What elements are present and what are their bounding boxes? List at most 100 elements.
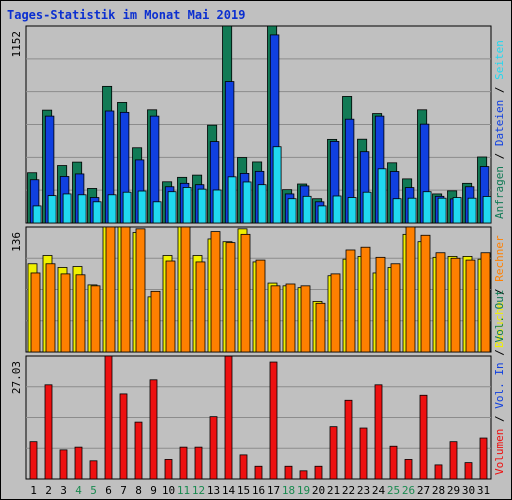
- bar-seiten-day-6: [107, 194, 117, 224]
- bar-seiten-day-1: [32, 205, 42, 224]
- legend-visits: Besuche / Rechner: [493, 235, 506, 348]
- bar-seiten-day-9: [152, 201, 162, 224]
- bar-rechner-day-1: [30, 272, 41, 353]
- day-label-5: 5: [90, 484, 97, 497]
- bar-rechner-day-25: [390, 263, 401, 353]
- bar-seiten-day-4: [77, 194, 87, 224]
- legend-separator: /: [493, 146, 506, 166]
- bar-rechner-day-23: [360, 246, 371, 353]
- bar-seiten-day-13: [212, 189, 222, 224]
- bar-rechner-day-2: [45, 263, 56, 353]
- bar-seiten-day-5: [92, 201, 102, 224]
- day-label-1: 1: [30, 484, 37, 497]
- bar-rechner-day-30: [465, 259, 476, 353]
- bar-seiten-day-15: [242, 181, 252, 224]
- bar-rechner-day-7: [120, 226, 131, 353]
- legend-item-vol-in: Vol. In: [493, 362, 506, 408]
- bar-volumen-day-10: [164, 459, 173, 480]
- bar-volumen-day-17: [269, 361, 278, 480]
- day-label-14: 14: [222, 484, 236, 497]
- day-label-8: 8: [135, 484, 142, 497]
- legend-hits: Anfragen / Dateien / Seiten: [493, 40, 506, 219]
- bar-seiten-day-7: [122, 191, 132, 224]
- bar-seiten-day-10: [167, 191, 177, 224]
- bar-rechner-day-19: [300, 285, 311, 353]
- bar-seiten-day-22: [347, 197, 357, 224]
- day-label-30: 30: [462, 484, 475, 497]
- bar-seiten-day-19: [302, 195, 312, 224]
- bar-volumen-day-16: [254, 465, 263, 480]
- legend-item-volumen: Volumen: [493, 429, 506, 475]
- day-label-4: 4: [75, 484, 82, 497]
- bar-volumen-day-24: [374, 384, 383, 480]
- day-label-18: 18: [282, 484, 295, 497]
- bar-volumen-day-8: [134, 421, 143, 480]
- bar-volumen-day-18: [284, 465, 293, 480]
- chart-title: Tages-Statistik im Monat Mai 2019: [7, 8, 246, 22]
- legend-separator: /: [493, 343, 506, 363]
- day-label-10: 10: [162, 484, 175, 497]
- bar-rechner-day-29: [450, 257, 461, 353]
- bar-volumen-day-27: [419, 394, 428, 480]
- bar-rechner-day-9: [150, 290, 161, 353]
- day-label-13: 13: [207, 484, 220, 497]
- day-label-25: 25: [387, 484, 400, 497]
- ymax-label-hits: 1152: [10, 31, 23, 58]
- bar-volumen-day-23: [359, 427, 368, 480]
- bar-volumen-day-6: [104, 355, 113, 480]
- bar-rechner-day-6: [105, 226, 116, 353]
- day-label-7: 7: [120, 484, 127, 497]
- bar-seiten-day-16: [257, 184, 267, 224]
- bar-rechner-day-24: [375, 256, 386, 353]
- legend-separator: /: [493, 80, 506, 100]
- bar-rechner-day-27: [420, 234, 431, 353]
- bar-seiten-day-14: [227, 176, 237, 224]
- bar-rechner-day-20: [315, 302, 326, 353]
- day-label-17: 17: [267, 484, 280, 497]
- day-label-12: 12: [192, 484, 205, 497]
- day-label-11: 11: [177, 484, 190, 497]
- legend-item-seiten: Seiten: [493, 40, 506, 80]
- day-label-3: 3: [60, 484, 67, 497]
- day-label-23: 23: [357, 484, 370, 497]
- bar-rechner-day-3: [60, 273, 71, 353]
- bar-rechner-day-28: [435, 252, 446, 353]
- bar-volumen-day-19: [299, 470, 308, 480]
- bar-rechner-day-15: [240, 233, 251, 353]
- legend-item-rechner: Rechner: [493, 235, 506, 282]
- bar-volumen-day-5: [89, 460, 98, 480]
- bar-rechner-day-17: [270, 285, 281, 353]
- bar-volumen-day-4: [74, 446, 83, 480]
- bar-volumen-day-25: [389, 445, 398, 480]
- legend-volume: Volumen / Vol. In / Vol. Out: [493, 290, 506, 475]
- bar-volumen-day-22: [344, 399, 353, 480]
- bar-rechner-day-16: [255, 259, 266, 353]
- day-label-19: 19: [297, 484, 310, 497]
- ymax-label-visits: 136: [10, 232, 23, 252]
- legend-item-anfragen: Anfragen: [493, 166, 506, 219]
- legend-item-dateien: Dateien: [493, 100, 506, 146]
- bar-seiten-day-18: [287, 198, 297, 224]
- bar-volumen-day-26: [404, 459, 413, 480]
- bar-volumen-day-15: [239, 454, 248, 480]
- legend-separator: /: [493, 409, 506, 429]
- bar-volumen-day-28: [434, 464, 443, 480]
- bar-rechner-day-10: [165, 260, 176, 353]
- bar-seiten-day-24: [377, 168, 387, 224]
- bar-seiten-day-21: [332, 195, 342, 224]
- bar-seiten-day-30: [467, 197, 477, 224]
- bar-rechner-day-21: [330, 273, 341, 353]
- bar-rechner-day-12: [195, 261, 206, 353]
- bar-rechner-day-11: [180, 226, 191, 353]
- day-label-6: 6: [105, 484, 112, 497]
- day-label-16: 16: [252, 484, 265, 497]
- day-label-29: 29: [447, 484, 460, 497]
- bar-seiten-day-8: [137, 190, 147, 224]
- day-label-27: 27: [417, 484, 430, 497]
- bar-seiten-day-29: [452, 197, 462, 224]
- bar-volumen-day-30: [464, 462, 473, 480]
- day-label-20: 20: [312, 484, 325, 497]
- legend-item-besuche: Besuche: [493, 302, 506, 348]
- bar-seiten-day-3: [62, 193, 72, 224]
